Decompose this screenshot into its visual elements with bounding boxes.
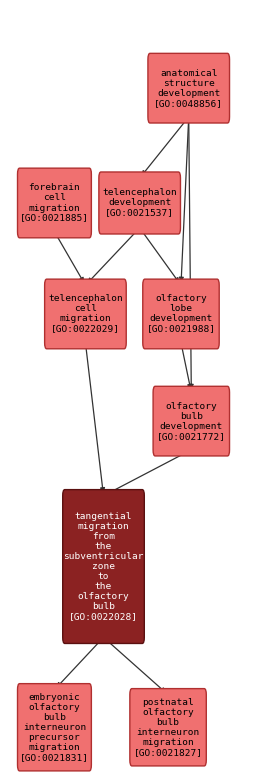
Text: telencephalon
cell
migration
[GO:0022029]: telencephalon cell migration [GO:0022029… (48, 294, 123, 333)
Text: embryonic
olfactory
bulb
interneuron
precursor
migration
[GO:0021831]: embryonic olfactory bulb interneuron pre… (20, 693, 89, 762)
Text: anatomical
structure
development
[GO:0048856]: anatomical structure development [GO:004… (154, 69, 223, 108)
Text: postnatal
olfactory
bulb
interneuron
migration
[GO:0021827]: postnatal olfactory bulb interneuron mig… (134, 697, 203, 757)
FancyBboxPatch shape (17, 168, 91, 237)
FancyBboxPatch shape (63, 490, 144, 644)
FancyBboxPatch shape (99, 172, 180, 234)
FancyBboxPatch shape (148, 53, 229, 123)
Text: forebrain
cell
migration
[GO:0021885]: forebrain cell migration [GO:0021885] (20, 184, 89, 223)
Text: olfactory
bulb
development
[GO:0021772]: olfactory bulb development [GO:0021772] (157, 401, 226, 440)
FancyBboxPatch shape (143, 279, 219, 349)
Text: tangential
migration
from
the
subventricular
zone
to
the
olfactory
bulb
[GO:0022: tangential migration from the subventric… (63, 512, 144, 622)
FancyBboxPatch shape (130, 689, 206, 766)
Text: telencephalon
development
[GO:0021537]: telencephalon development [GO:0021537] (102, 188, 177, 218)
Text: olfactory
lobe
development
[GO:0021988]: olfactory lobe development [GO:0021988] (147, 294, 215, 333)
FancyBboxPatch shape (153, 387, 229, 456)
FancyBboxPatch shape (17, 683, 91, 771)
FancyBboxPatch shape (45, 279, 126, 349)
